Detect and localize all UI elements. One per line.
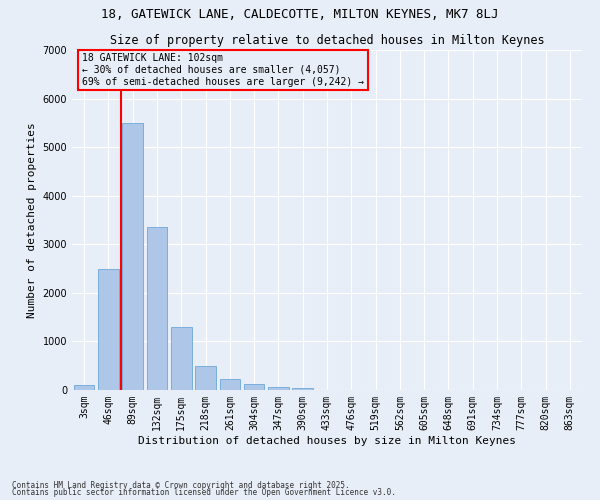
Bar <box>122 123 143 390</box>
Bar <box>195 366 216 390</box>
Bar <box>74 385 94 390</box>
X-axis label: Distribution of detached houses by size in Milton Keynes: Distribution of detached houses by size … <box>138 436 516 446</box>
Bar <box>146 228 167 390</box>
Bar <box>171 327 191 390</box>
Bar <box>98 268 119 390</box>
Bar <box>220 379 240 390</box>
Y-axis label: Number of detached properties: Number of detached properties <box>27 122 37 318</box>
Title: Size of property relative to detached houses in Milton Keynes: Size of property relative to detached ho… <box>110 34 544 48</box>
Text: Contains public sector information licensed under the Open Government Licence v3: Contains public sector information licen… <box>12 488 396 497</box>
Text: 18 GATEWICK LANE: 102sqm
← 30% of detached houses are smaller (4,057)
69% of sem: 18 GATEWICK LANE: 102sqm ← 30% of detach… <box>82 54 364 86</box>
Text: 18, GATEWICK LANE, CALDECOTTE, MILTON KEYNES, MK7 8LJ: 18, GATEWICK LANE, CALDECOTTE, MILTON KE… <box>101 8 499 20</box>
Bar <box>268 387 289 390</box>
Bar <box>244 384 265 390</box>
Text: Contains HM Land Registry data © Crown copyright and database right 2025.: Contains HM Land Registry data © Crown c… <box>12 480 350 490</box>
Bar <box>292 388 313 390</box>
